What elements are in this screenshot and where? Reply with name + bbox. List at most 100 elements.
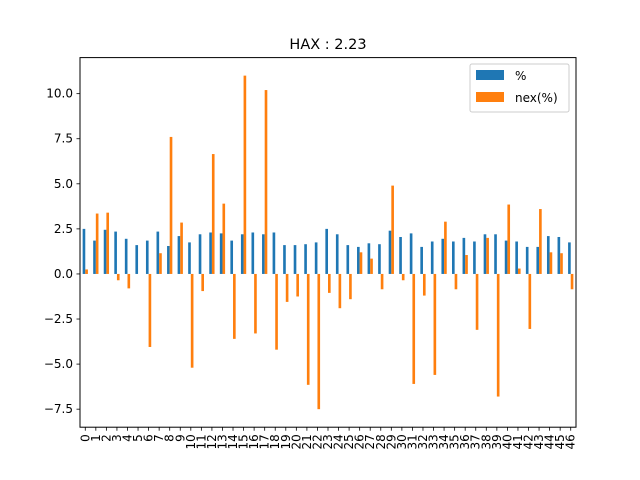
x-tick-label: 31 (405, 434, 419, 449)
y-tick-label: 5.0 (54, 177, 73, 191)
bar-percent-16 (251, 232, 255, 274)
y-tick-label: −5.0 (44, 357, 73, 371)
bar-nex-13 (222, 203, 226, 274)
bar-percent-3 (114, 231, 117, 274)
bar-nex-36 (465, 255, 468, 274)
bar-nex-16 (254, 273, 257, 334)
x-tick-label: 43 (532, 434, 546, 449)
bar-percent-23 (325, 228, 328, 274)
bar-percent-28 (378, 244, 381, 274)
x-tick-label: 37 (469, 434, 483, 449)
bar-percent-44 (546, 236, 550, 274)
x-tick-label: 41 (511, 434, 525, 449)
bar-nex-29 (391, 185, 394, 274)
bar-percent-14 (230, 240, 234, 274)
chart-title: HAX : 2.23 (289, 37, 366, 53)
x-tick-label: 6 (142, 434, 156, 442)
bar-nex-34 (444, 221, 447, 274)
y-tick-label: 2.5 (54, 222, 73, 236)
x-tick-label: 21 (300, 434, 314, 449)
bar-percent-19 (283, 245, 286, 274)
x-tick-label: 36 (458, 434, 472, 449)
bar-percent-43 (536, 246, 540, 274)
bar-nex-15 (243, 75, 247, 274)
legend: % nex(%) (469, 63, 570, 113)
bar-percent-7 (156, 231, 160, 274)
bar-nex-24 (338, 273, 342, 309)
x-tick-label: 28 (374, 434, 388, 449)
bar-nex-39 (496, 273, 500, 397)
x-tick-label: 17 (258, 434, 272, 449)
bar-nex-44 (549, 252, 553, 274)
x-tick-label: 45 (553, 434, 567, 449)
bar-nex-14 (233, 273, 236, 339)
bar-percent-13 (219, 233, 223, 274)
y-tick-label: −7.5 (44, 402, 73, 416)
bar-percent-0 (82, 228, 86, 274)
bar-percent-11 (198, 234, 202, 274)
bar-nex-7 (159, 253, 162, 274)
bar-nex-2 (106, 212, 110, 274)
bar-nex-42 (528, 273, 532, 329)
bar-percent-6 (145, 240, 149, 274)
bar-nex-31 (412, 273, 416, 384)
bar-nex-38 (486, 237, 489, 274)
bar-percent-45 (557, 236, 561, 274)
x-tick-label: 26 (353, 434, 367, 449)
bar-nex-22 (317, 273, 321, 410)
bar-percent-12 (209, 232, 212, 274)
x-tick-label: 40 (500, 434, 514, 449)
bar-nex-26 (359, 252, 363, 274)
bar-percent-17 (262, 234, 265, 274)
x-tick-label: 46 (564, 434, 578, 449)
x-tick-label: 33 (427, 434, 441, 449)
y-tick-label: 0.0 (54, 267, 73, 281)
bar-nex-21 (306, 273, 310, 385)
bar-nex-28 (380, 273, 384, 290)
bar-nex-9 (180, 222, 183, 274)
bar-percent-37 (473, 241, 476, 274)
bars-group (82, 75, 574, 410)
bar-nex-45 (560, 253, 563, 274)
bar-nex-12 (211, 154, 215, 274)
x-tick-label: 42 (522, 434, 536, 449)
x-tick-label: 19 (279, 434, 293, 449)
bar-nex-35 (454, 273, 458, 290)
bar-percent-20 (293, 245, 297, 274)
bar-percent-34 (441, 238, 445, 274)
legend-label-percent: % (515, 69, 526, 83)
bar-nex-4 (127, 273, 131, 289)
legend-swatch-nex (476, 92, 504, 102)
bar-percent-9 (177, 236, 181, 274)
bar-percent-40 (504, 240, 508, 274)
x-tick-label: 8 (163, 434, 177, 442)
bar-nex-43 (539, 209, 542, 274)
bar-percent-15 (240, 234, 244, 274)
x-tick-label: 27 (363, 434, 377, 449)
bar-nex-3 (116, 273, 120, 281)
bar-percent-2 (103, 229, 107, 274)
legend-label-nex: nex(%) (515, 91, 558, 105)
bar-percent-36 (462, 237, 466, 274)
x-tick-label: 13 (215, 434, 229, 449)
bar-nex-11 (201, 273, 204, 292)
x-tick-label: 0 (78, 434, 92, 442)
y-tick-label: −2.5 (44, 312, 73, 326)
x-tick-label: 30 (395, 434, 409, 449)
bar-percent-31 (409, 233, 413, 274)
bar-percent-21 (304, 244, 307, 274)
x-tick-label: 44 (543, 434, 557, 449)
bar-nex-19 (285, 273, 289, 302)
bar-percent-26 (357, 246, 360, 274)
bar-nex-33 (433, 273, 437, 375)
bar-percent-4 (124, 238, 128, 274)
x-tick-label: 5 (131, 434, 145, 442)
x-tick-label: 7 (152, 434, 166, 442)
bar-percent-32 (420, 246, 423, 274)
bar-percent-24 (335, 234, 339, 274)
bar-nex-30 (401, 273, 405, 281)
x-tick-label: 39 (490, 434, 504, 449)
bar-percent-27 (367, 243, 371, 274)
bar-nex-17 (264, 90, 268, 274)
